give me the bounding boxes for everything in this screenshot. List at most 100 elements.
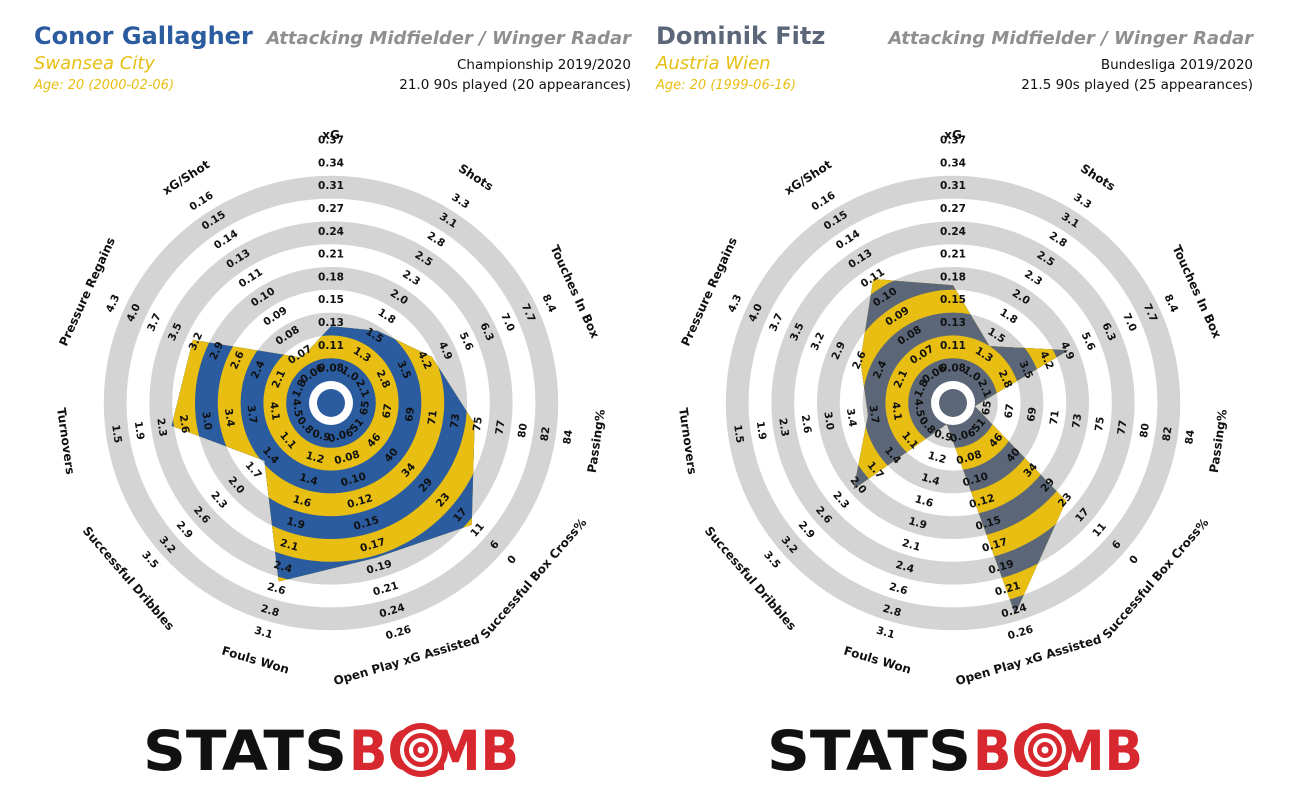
tick-label: 2.6 bbox=[177, 414, 192, 434]
tick-label: 0.15 bbox=[318, 294, 344, 306]
radar-title: Attacking Midfielder / Winger Radar bbox=[888, 28, 1253, 49]
tick-label: 4.5 bbox=[290, 398, 305, 418]
tick-label: 0.31 bbox=[940, 180, 966, 192]
tick-label: 1.9 bbox=[907, 515, 928, 532]
tick-label: 3.1 bbox=[253, 625, 274, 642]
radar-chart: 0.08 0.11 0.13 0.15 0.18 0.21 0.24 0.27 0.31 0.34… bbox=[54, 128, 608, 688]
tick-label: 0.08 bbox=[318, 363, 344, 375]
tick-label: 0.21 bbox=[318, 249, 344, 261]
axis-label: Fouls Won bbox=[842, 644, 913, 677]
tick-label: 1.5 bbox=[731, 424, 746, 444]
tick-label: 2.3 bbox=[776, 417, 791, 437]
tick-label: 1.4 bbox=[298, 471, 319, 488]
tick-label: 0.11 bbox=[318, 340, 344, 352]
tick-label: 3.0 bbox=[199, 411, 214, 431]
center-dot bbox=[939, 389, 967, 417]
tick-label: 0.13 bbox=[940, 317, 966, 329]
player-name: Conor Gallagher bbox=[34, 22, 253, 50]
axis-label: Passing% bbox=[1207, 408, 1230, 473]
tick-label: 0.9 bbox=[311, 428, 332, 445]
tick-label: 2.8 bbox=[259, 603, 280, 620]
radar-chart: 0.08 0.11 0.13 0.15 0.18 0.21 0.24 0.27 0.31 0.34… bbox=[676, 128, 1230, 688]
tick-label: 73 bbox=[448, 413, 462, 429]
tick-label: 2.6 bbox=[888, 581, 909, 598]
tick-label: 77 bbox=[494, 419, 508, 435]
tick-label: 75 bbox=[471, 416, 485, 432]
tick-label: 3.4 bbox=[222, 408, 237, 428]
tick-label: 75 bbox=[1093, 416, 1107, 432]
tick-label: 4.1 bbox=[889, 401, 904, 421]
tick-label: 1.2 bbox=[926, 450, 947, 467]
tick-label: 1.9 bbox=[754, 421, 769, 441]
minutes-played-label: 21.0 90s played (20 appearances) bbox=[399, 77, 631, 93]
radar-title: Attacking Midfielder / Winger Radar bbox=[266, 28, 631, 49]
tick-label: 1.2 bbox=[304, 450, 325, 467]
tick-label: 2.1 bbox=[279, 537, 300, 554]
tick-label: 2.6 bbox=[266, 581, 287, 598]
tick-label: 82 bbox=[539, 426, 553, 442]
axis-label: Fouls Won bbox=[220, 644, 291, 677]
tick-label: 84 bbox=[561, 429, 575, 445]
tick-label: 0.27 bbox=[318, 203, 344, 215]
tick-label: 73 bbox=[1070, 413, 1084, 429]
target-icon bbox=[1018, 723, 1072, 777]
logo-text-stats: STATS bbox=[767, 719, 971, 782]
tick-label: 0.24 bbox=[318, 226, 344, 238]
competition-label: Bundesliga 2019/2020 bbox=[1100, 57, 1253, 73]
tick-label: 2.6 bbox=[799, 414, 814, 434]
tick-label: 71 bbox=[426, 410, 440, 426]
competition-label: Championship 2019/2020 bbox=[456, 57, 631, 73]
target-icon bbox=[394, 723, 448, 777]
axis-label: Turnovers bbox=[54, 407, 77, 475]
tick-label: 4.5 bbox=[912, 398, 927, 418]
tick-label: 1.9 bbox=[285, 515, 306, 532]
tick-label: 0.34 bbox=[940, 157, 966, 169]
tick-label: 1.5 bbox=[109, 424, 124, 444]
tick-label: 3.7 bbox=[245, 404, 260, 424]
player-age: Age: 20 (1999-06-16) bbox=[656, 78, 797, 93]
tick-label: 2.3 bbox=[154, 417, 169, 437]
tick-label: 65 bbox=[980, 400, 994, 416]
radar-panel-fitz: Dominik Fitz Austria Wien Age: 20 (1999-… bbox=[627, 0, 1267, 807]
tick-label: 67 bbox=[381, 403, 395, 419]
tick-label: 0.21 bbox=[940, 249, 966, 261]
center-dot bbox=[317, 389, 345, 417]
tick-label: 80 bbox=[516, 423, 530, 439]
tick-label: 3.1 bbox=[875, 625, 896, 642]
tick-label: 0.18 bbox=[940, 271, 966, 283]
tick-label: 0.24 bbox=[940, 226, 966, 238]
statsbomb-logo: STATS BOMB bbox=[143, 719, 519, 782]
tick-label: 1.6 bbox=[291, 493, 312, 510]
tick-label: 65 bbox=[358, 400, 372, 416]
tick-label: 77 bbox=[1116, 419, 1130, 435]
tick-label: 3.0 bbox=[821, 411, 836, 431]
axis-label: Passing% bbox=[585, 408, 608, 473]
player-team: Austria Wien bbox=[656, 53, 771, 74]
tick-label: 2.8 bbox=[881, 603, 902, 620]
tick-label: 67 bbox=[1003, 403, 1017, 419]
axis-label: Turnovers bbox=[676, 407, 699, 475]
tick-label: 1.9 bbox=[132, 421, 147, 441]
tick-label: 0.37 bbox=[318, 135, 344, 147]
axis-label: Shots bbox=[456, 161, 496, 193]
tick-label: 0.13 bbox=[318, 317, 344, 329]
axis-label: Shots bbox=[1078, 161, 1118, 193]
tick-label: 0.11 bbox=[940, 340, 966, 352]
player-team: Swansea City bbox=[34, 53, 156, 74]
radar-panel-gallagher: Conor Gallagher Swansea City Age: 20 (20… bbox=[5, 0, 645, 807]
tick-label: 69 bbox=[1025, 406, 1039, 422]
tick-label: 0.15 bbox=[940, 294, 966, 306]
tick-label: 82 bbox=[1161, 426, 1175, 442]
tick-label: 0.18 bbox=[318, 271, 344, 283]
tick-label: 1.6 bbox=[913, 493, 934, 510]
axis-label: xG bbox=[944, 128, 962, 142]
tick-label: 2.1 bbox=[901, 537, 922, 554]
tick-label: 2.4 bbox=[894, 559, 915, 576]
statsbomb-logo: STATS BOMB bbox=[767, 719, 1143, 782]
tick-label: 80 bbox=[1138, 423, 1152, 439]
tick-label: 3.7 bbox=[867, 404, 882, 424]
tick-label: 0.31 bbox=[318, 180, 344, 192]
tick-label: 0.34 bbox=[318, 157, 344, 169]
tick-label: 0.9 bbox=[933, 428, 954, 445]
tick-label: 3.4 bbox=[844, 408, 859, 428]
